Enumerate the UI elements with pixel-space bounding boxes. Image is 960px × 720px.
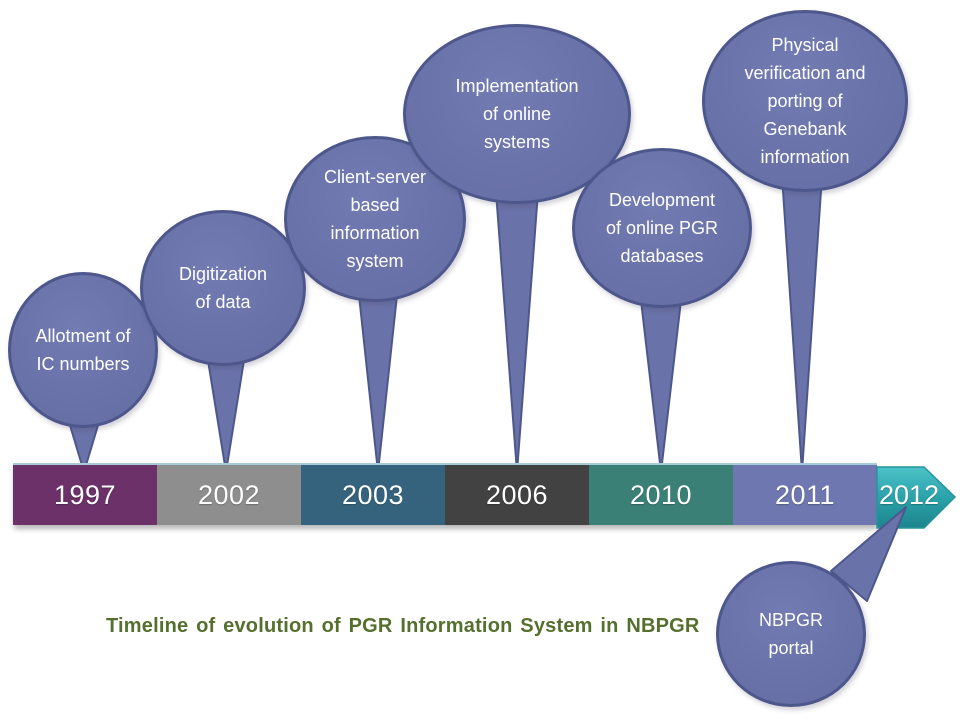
year-label: 2010 (629, 479, 693, 510)
callout-text: Development of online PGR databases (605, 190, 719, 266)
timeline-segment-1997: 1997 (13, 465, 157, 525)
callout-bubble-client-server-system: Client-server based information system (284, 136, 466, 302)
callout-text: Allotment of IC numbers (35, 326, 131, 374)
callout-text: Digitization of data (178, 264, 268, 312)
year-label: 2003 (341, 479, 405, 510)
callout-bubble-online-pgr-databases: Development of online PGR databases (572, 148, 752, 308)
timeline-segment-2011: 2011 (733, 465, 877, 525)
year-label: 2002 (197, 479, 261, 510)
timeline-segment-2012-label: 2012 (878, 479, 940, 510)
callout-bubble-genebank-information: Physical verification and porting of Gen… (702, 10, 908, 192)
callout-bubble-online-systems: Implementation of online systems (403, 24, 631, 204)
timeline-segment-2003: 2003 (301, 465, 445, 525)
diagram-caption: Timeline of evolution of PGR Information… (106, 615, 700, 637)
timeline-bar: 1997 2002 2003 2006 2010 2011 (13, 463, 877, 525)
callout-pointer-2012 (830, 506, 907, 602)
timeline-segment-2012-arrow (876, 466, 957, 529)
timeline-segment-2010: 2010 (589, 465, 733, 525)
callout-bubble-digitization-of-data: Digitization of data (140, 210, 306, 366)
callout-bubble-nbpgr-portal: NBPGR portal (716, 561, 866, 707)
callout-text: Physical verification and porting of Gen… (744, 35, 866, 167)
callout-text: NBPGR portal (758, 610, 823, 658)
callout-text: Implementation of online systems (455, 76, 579, 152)
timeline-segment-2002: 2002 (157, 465, 301, 525)
timeline-segment-2006: 2006 (445, 465, 589, 525)
callout-text: Client-server based information system (323, 167, 427, 271)
callout-bubble-allotment-ic-numbers: Allotment of IC numbers (8, 272, 158, 428)
year-label: 1997 (53, 479, 117, 510)
year-label: 2006 (485, 479, 549, 510)
year-label: 2011 (774, 479, 836, 510)
